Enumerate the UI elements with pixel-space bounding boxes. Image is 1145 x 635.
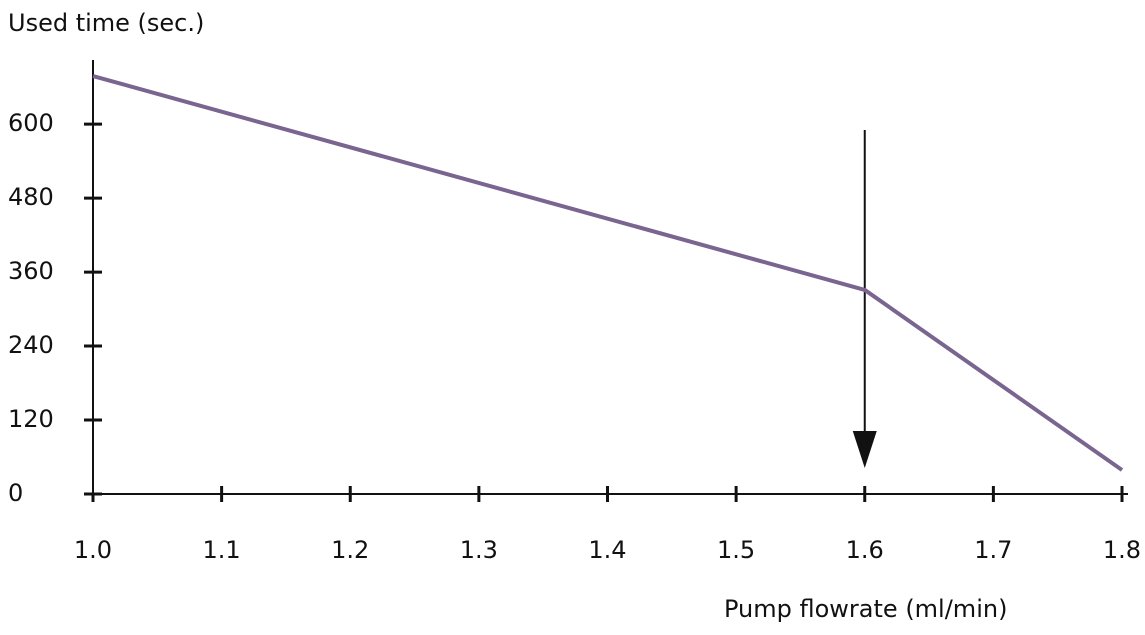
x-tick-label: 1.3 xyxy=(460,536,498,564)
arrow xyxy=(852,130,877,468)
x-tick-label: 1.6 xyxy=(846,536,884,564)
x-tick-label: 1.2 xyxy=(331,536,369,564)
y-tick-label: 480 xyxy=(8,183,54,211)
y-tick-label: 360 xyxy=(8,257,54,285)
x-tick-label: 1.1 xyxy=(203,536,241,564)
y-axis-label: Used time (sec.) xyxy=(8,9,204,37)
y-tick-label: 0 xyxy=(8,479,23,507)
x-tick-label: 1.0 xyxy=(74,536,112,564)
y-tick-label: 120 xyxy=(8,405,54,433)
x-tick-label: 1.5 xyxy=(717,536,755,564)
y-tick-label: 600 xyxy=(8,109,54,137)
data-line xyxy=(92,74,1124,472)
x-tick-label: 1.4 xyxy=(588,536,626,564)
x-tick-label: 1.8 xyxy=(1103,536,1141,564)
x-axis-label: Pump flowrate (ml/min) xyxy=(724,595,1007,623)
y-tick-label: 240 xyxy=(8,331,54,359)
arrow-head xyxy=(852,431,877,468)
x-tick-label: 1.7 xyxy=(974,536,1012,564)
